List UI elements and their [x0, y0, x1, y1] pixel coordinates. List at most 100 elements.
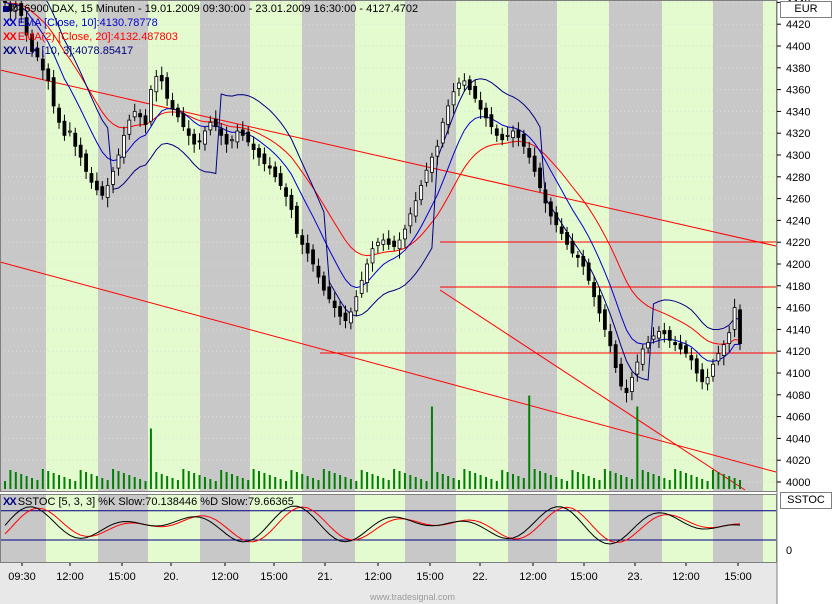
- candle-body: [392, 240, 397, 247]
- x-tick-label: 22.: [472, 571, 487, 583]
- y-tick-label: 4420: [786, 19, 810, 31]
- volume-bar: [279, 479, 282, 489]
- y-tick-label: 4140: [786, 324, 810, 336]
- volume-bar: [355, 481, 358, 489]
- volume-bar: [366, 472, 369, 489]
- session-block: [557, 494, 609, 562]
- candle-body: [278, 173, 283, 186]
- volume-bar: [85, 472, 88, 489]
- candle-body: [305, 242, 310, 254]
- legend-ema20[interactable]: XX EMA(2) [Close, 20]:4132.487803: [3, 31, 178, 44]
- y-tick-label: 4220: [786, 237, 810, 249]
- candle-body: [321, 275, 326, 291]
- session-block: [355, 494, 405, 562]
- candle-body: [635, 361, 640, 375]
- volume-bar: [198, 475, 201, 489]
- volume-bar: [139, 479, 142, 489]
- volume-bar: [225, 472, 228, 489]
- volume-bar: [149, 428, 152, 489]
- volume-bar: [101, 478, 104, 489]
- candle-body: [732, 307, 737, 330]
- candle-body: [121, 134, 126, 158]
- candle-body: [694, 358, 699, 374]
- volume-bar: [647, 472, 650, 489]
- volume-bar: [376, 476, 379, 489]
- candle-body: [40, 58, 45, 71]
- volume-bar: [495, 481, 498, 489]
- x-tick-label: 12:00: [364, 571, 392, 583]
- session-block: [250, 0, 302, 491]
- candle-body: [213, 118, 218, 128]
- volume-bar: [317, 480, 320, 489]
- y-tick-label: 4260: [786, 194, 810, 206]
- candle-body: [424, 169, 429, 183]
- volume-bar: [587, 476, 590, 489]
- volume-bars: [4, 395, 741, 489]
- candle-body: [105, 185, 110, 198]
- candle-body: [646, 342, 651, 349]
- volume-bar: [733, 478, 736, 489]
- candle-body: [575, 254, 580, 258]
- candle-body: [678, 343, 683, 350]
- volume-bar: [112, 469, 115, 489]
- candle-body: [457, 82, 461, 89]
- candle-body: [181, 113, 186, 128]
- x-tick-label: 12:00: [56, 571, 84, 583]
- volume-bar: [603, 469, 606, 489]
- legend-ema10[interactable]: XX EMA [Close, 10]:4130.78778: [3, 17, 158, 30]
- watermark: www.tradesignal.com: [370, 592, 456, 602]
- candle-body: [413, 200, 418, 217]
- legend-vlx[interactable]: XX VLX [10, 3]:4078.85417: [3, 45, 133, 58]
- candlesticks: [3, 0, 742, 403]
- candle-body: [586, 262, 591, 281]
- candle-body: [197, 140, 202, 143]
- candle-body: [721, 344, 726, 356]
- y-tick-label: 4120: [786, 346, 810, 358]
- session-block: [662, 0, 713, 491]
- volume-bar: [182, 469, 185, 489]
- candle-body: [224, 133, 229, 145]
- candle-body: [592, 282, 596, 298]
- volume-bar: [636, 406, 639, 489]
- candle-body: [311, 249, 315, 265]
- candle-body: [419, 185, 424, 201]
- chart-title-text: 846900 DAX, 15 Minuten - 19.01.2009 09:3…: [12, 3, 419, 15]
- volume-bar: [25, 476, 28, 489]
- y-tick-label: 4180: [786, 281, 810, 293]
- candle-body: [489, 114, 494, 128]
- volume-bar: [258, 471, 261, 489]
- candle-body: [154, 76, 159, 93]
- x-tick-label: 15:00: [724, 571, 752, 583]
- y-tick-label: 4280: [786, 172, 810, 184]
- x-tick-label: 15:00: [260, 571, 288, 583]
- volume-bar: [187, 471, 190, 489]
- candle-body: [300, 235, 305, 245]
- volume-bar: [144, 481, 147, 489]
- candle-body: [651, 335, 656, 340]
- y-tick-label: 4320: [786, 128, 810, 140]
- candle-body: [538, 167, 542, 189]
- candle-body: [170, 100, 175, 110]
- x-tick-label: 12:00: [211, 571, 239, 583]
- candle-body: [554, 212, 559, 226]
- close-x-icon: XX: [3, 45, 17, 57]
- volume-bar: [566, 481, 569, 489]
- volume-bar: [425, 481, 428, 489]
- volume-bar: [128, 475, 131, 489]
- candle-body: [403, 228, 407, 240]
- candle-body: [462, 80, 467, 86]
- candle-body: [527, 148, 532, 158]
- sstoc-k-line: [4, 505, 741, 545]
- volume-bar: [328, 471, 331, 489]
- session-block: [456, 0, 508, 491]
- candle-body: [381, 239, 386, 245]
- y-tick-label: 4380: [786, 63, 810, 75]
- legend-sstoc[interactable]: XX SSTOC [5, 3, 3] %K Slow:70.138446 %D S…: [3, 496, 294, 509]
- volume-bar: [166, 476, 169, 489]
- volume-bar: [393, 469, 396, 489]
- volume-bar: [728, 476, 731, 489]
- candle-body: [111, 170, 115, 185]
- volume-bar: [463, 469, 466, 489]
- candle-body: [343, 312, 348, 322]
